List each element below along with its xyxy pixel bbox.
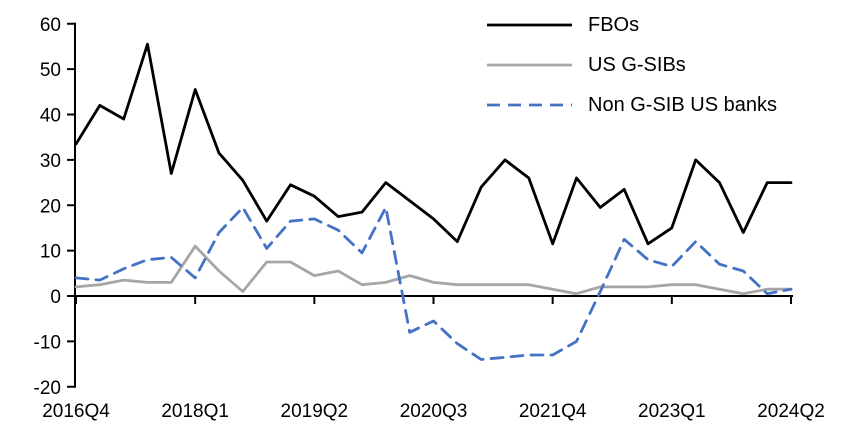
y-axis-label: -10	[34, 332, 61, 353]
y-axis-label: 20	[40, 196, 61, 217]
y-axis-label: 30	[40, 151, 61, 172]
y-axis-label: 40	[40, 106, 61, 127]
non-gsib-line-sample-icon	[487, 103, 572, 107]
legend-label-fbos: FBOs	[588, 13, 640, 36]
series-line-non-gsib-us-banks	[74, 206, 793, 361]
series-line-fbos	[74, 42, 793, 246]
legend-item-us-gsibs: US G-SIBs	[487, 45, 777, 85]
us-gsibs-line-sample-icon	[487, 63, 572, 67]
y-axis-label: 10	[40, 242, 61, 263]
series-line-us-gsibs	[74, 244, 793, 296]
legend-label-us-gsibs: US G-SIBs	[588, 53, 686, 76]
x-axis-label: 2024Q2	[757, 401, 825, 422]
x-axis-label: 2019Q2	[281, 401, 349, 422]
legend-item-non-gsib-us-banks: Non G-SIB US banks	[487, 85, 777, 125]
y-axis-label: 0	[50, 287, 61, 308]
x-axis-label: 2016Q4	[42, 401, 110, 422]
y-axis-label: 60	[40, 15, 61, 36]
legend-label-non-gsib-us-banks: Non G-SIB US banks	[588, 93, 777, 116]
chart-legend: FBOs US G-SIBs Non G-SIB US banks	[487, 5, 777, 125]
legend-item-fbos: FBOs	[487, 5, 777, 45]
y-axis-label: -20	[34, 378, 61, 399]
x-axis-label: 2020Q3	[400, 401, 468, 422]
x-axis-label: 2018Q1	[161, 401, 229, 422]
x-axis-label: 2023Q1	[638, 401, 706, 422]
fbos-line-sample-icon	[487, 23, 572, 27]
y-axis-label: 50	[40, 60, 61, 81]
x-axis-label: 2021Q4	[519, 401, 587, 422]
